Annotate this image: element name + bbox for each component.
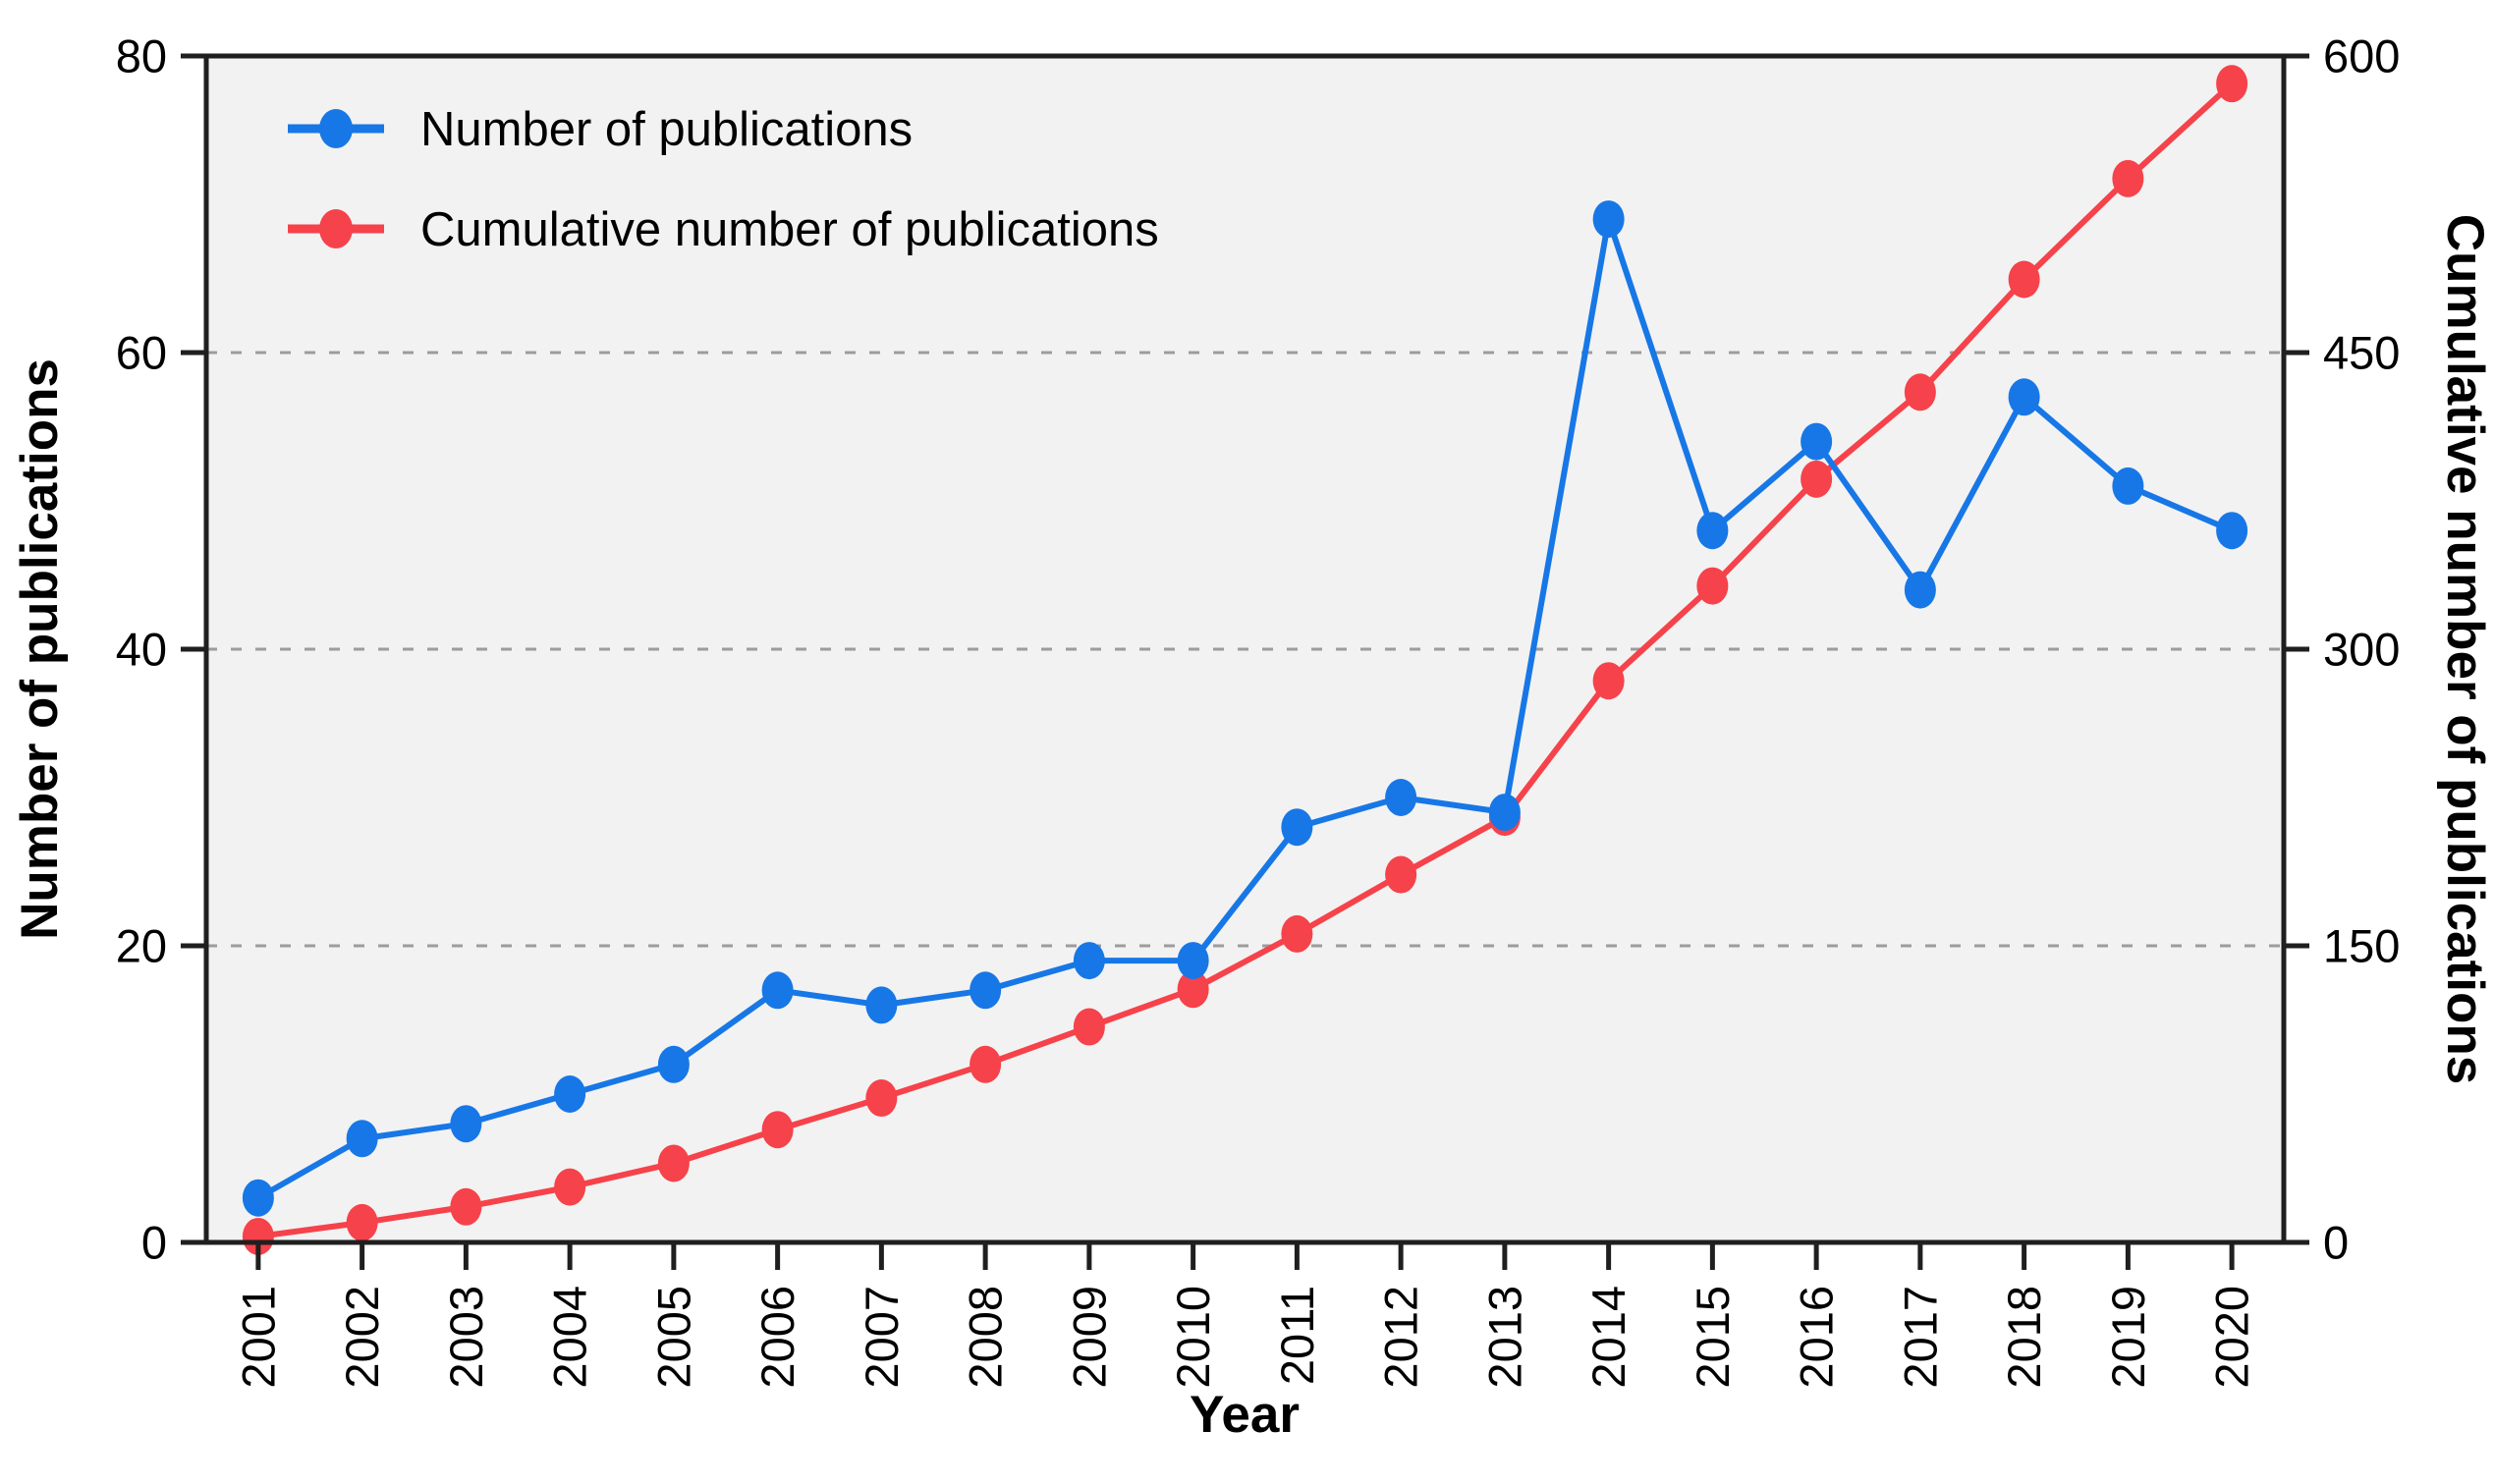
series-publications-point-2011	[1281, 808, 1313, 847]
legend-label-cumulative: Cumulative number of publications	[420, 203, 1159, 256]
y-right-tick-label-450: 450	[2323, 326, 2400, 378]
x-tick-label-2014: 2014	[1582, 1286, 1635, 1389]
y-right-tick-label-600: 600	[2323, 29, 2400, 82]
x-tick-label-2002: 2002	[336, 1286, 388, 1389]
x-tick-label-2003: 2003	[440, 1286, 492, 1389]
series-cumulative-point-2001	[242, 1217, 274, 1255]
series-cumulative-point-2014	[1592, 662, 1625, 700]
y-left-tick-label-80: 80	[116, 29, 167, 82]
x-tick-label-2011: 2011	[1271, 1286, 1323, 1385]
x-tick-label-2020: 2020	[2206, 1286, 2258, 1389]
series-publications-point-2018	[2008, 378, 2040, 416]
x-tick-label-2015: 2015	[1687, 1286, 1739, 1389]
series-publications-point-2009	[1073, 942, 1105, 980]
x-tick-label-2007: 2007	[856, 1286, 908, 1389]
x-tick-label-2013: 2013	[1478, 1286, 1530, 1389]
legend-item-publications: Number of publications	[288, 103, 913, 156]
series-cumulative-point-2004	[554, 1168, 586, 1206]
series-publications-line	[256, 216, 2234, 1201]
series-publications-point-2020	[2216, 512, 2248, 550]
series-publications-point-2008	[970, 971, 1002, 1010]
series-cumulative-line	[257, 81, 2235, 1239]
y-right-tick-label-0: 0	[2323, 1216, 2349, 1268]
series-publications-point-2004	[554, 1075, 586, 1113]
series-cumulative-point-2018	[2008, 260, 2040, 299]
y-left-tick-label-0: 0	[141, 1216, 167, 1268]
series-cumulative-point-2017	[1904, 373, 1936, 412]
series-cumulative-point-2003	[450, 1187, 482, 1226]
left-axis-title: Number of publications	[11, 358, 69, 940]
x-tick-label-2005: 2005	[647, 1286, 699, 1389]
x-tick-label-2009: 2009	[1063, 1286, 1115, 1389]
x-tick-label-2010: 2010	[1167, 1286, 1219, 1389]
legend-dot-swatch-blue	[319, 109, 353, 148]
right-axis-title: Cumulative number of publications	[2436, 214, 2494, 1084]
series-cumulative-point-2006	[761, 1111, 794, 1149]
series-publications-point-2006	[761, 971, 794, 1010]
y-right-tick-label-300: 300	[2323, 623, 2400, 675]
series-publications-point-2013	[1488, 794, 1521, 832]
series-publications-point-2007	[865, 986, 898, 1024]
series-publications-point-2019	[2112, 467, 2144, 505]
y-left-tick-label-60: 60	[116, 326, 167, 378]
series-cumulative-point-2016	[1801, 460, 1833, 498]
legend: Number of publications Cumulative number…	[288, 103, 1159, 256]
x-tick-label-2001: 2001	[232, 1286, 284, 1389]
legend-item-cumulative: Cumulative number of publications	[288, 203, 1159, 256]
series-cumulative-point-2009	[1073, 1008, 1105, 1046]
y-left-tick-label-20: 20	[116, 919, 167, 971]
x-tick-label-2008: 2008	[960, 1286, 1012, 1389]
x-tick-label-2017: 2017	[1894, 1286, 1946, 1389]
x-tick-label-2004: 2004	[544, 1286, 596, 1389]
series-cumulative-point-2002	[346, 1203, 378, 1241]
series-cumulative-point-2008	[970, 1045, 1002, 1083]
x-axis-title: Year	[1190, 1386, 1300, 1444]
series-publications-point-2012	[1385, 779, 1417, 816]
x-tick-label-2018: 2018	[1998, 1286, 2050, 1389]
legend-dot-swatch-red	[319, 209, 353, 248]
series-cumulative-point-2011	[1281, 914, 1313, 953]
series-publications-point-2005	[657, 1045, 690, 1083]
series-cumulative-point-2005	[657, 1144, 690, 1182]
series-publications-point-2016	[1801, 422, 1833, 461]
x-tick-label-2016: 2016	[1791, 1286, 1843, 1389]
series-publications-point-2014	[1592, 200, 1625, 239]
series-publications-point-2015	[1696, 512, 1729, 550]
series-cumulative-point-2010	[1177, 970, 1209, 1009]
series-cumulative-point-2019	[2112, 159, 2144, 197]
series-cumulative-point-2012	[1385, 855, 1417, 894]
legend-label-publications: Number of publications	[420, 103, 913, 156]
x-tick-label-2012: 2012	[1375, 1286, 1427, 1389]
plot-layers: 0 20 40 60 80 0 150 300 450 600 2001 2002 2003 2004 20…	[116, 29, 2401, 1388]
y-right-tick-label-150: 150	[2323, 919, 2400, 971]
series-publications-point-2002	[346, 1120, 378, 1158]
series-cumulative-point-2015	[1696, 567, 1729, 605]
series-publications-point-2001	[242, 1179, 274, 1217]
series-publications-point-2017	[1904, 571, 1936, 609]
series-publications-point-2003	[450, 1105, 482, 1143]
series-cumulative-point-2020	[2216, 65, 2248, 103]
y-left-tick-label-40: 40	[116, 623, 167, 675]
x-tick-label-2006: 2006	[751, 1286, 804, 1389]
x-tick-label-2019: 2019	[2102, 1286, 2154, 1389]
series-cumulative-point-2007	[865, 1079, 898, 1118]
series-publications-point-2010	[1177, 942, 1209, 980]
